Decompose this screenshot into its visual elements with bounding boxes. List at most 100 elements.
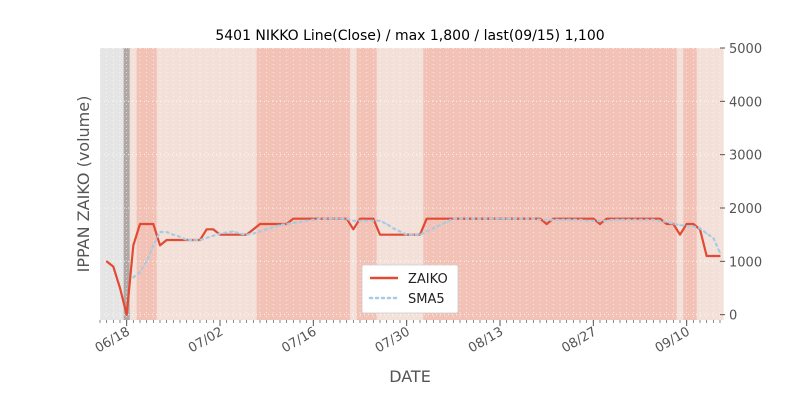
data-point-sma5 xyxy=(545,218,548,221)
data-point-sma5 xyxy=(212,234,215,237)
data-point-zaiko xyxy=(705,255,708,257)
data-point-sma5 xyxy=(145,260,148,263)
data-point-sma5 xyxy=(419,233,421,236)
data-point-sma5 xyxy=(205,237,208,239)
data-point-sma5 xyxy=(492,217,495,220)
x-axis-ticks: 06/18 07/02 07/16 07/30 08/13 08/27 09/10 xyxy=(93,320,721,356)
data-point-zaiko xyxy=(692,223,695,225)
y-tick-label: 4000 xyxy=(729,95,762,110)
data-point-zaiko xyxy=(205,228,208,231)
data-point-zaiko xyxy=(352,228,355,231)
y-tick-label: 5000 xyxy=(729,42,762,57)
data-point-zaiko xyxy=(432,217,435,220)
data-point-zaiko xyxy=(172,239,175,241)
data-point-sma5 xyxy=(225,231,228,234)
data-point-sma5 xyxy=(499,217,501,220)
y-tick-label: 0 xyxy=(729,309,737,324)
data-point-zaiko xyxy=(365,217,368,220)
x-axis-title: DATE xyxy=(389,367,431,386)
x-tick-label: 07/16 xyxy=(279,324,319,356)
data-point-sma5 xyxy=(179,236,181,238)
y-axis-title: IPPAN ZAIKO (volume) xyxy=(74,96,93,273)
data-point-sma5 xyxy=(352,220,355,222)
data-point-sma5 xyxy=(559,218,561,221)
data-point-sma5 xyxy=(252,232,255,235)
data-point-sma5 xyxy=(292,222,295,224)
data-point-sma5 xyxy=(605,220,608,222)
data-point-zaiko xyxy=(259,223,261,225)
data-point-sma5 xyxy=(465,217,468,220)
data-point-sma5 xyxy=(645,218,648,221)
data-point-sma5 xyxy=(132,276,135,279)
y-tick-label: 2000 xyxy=(729,202,762,217)
data-point-sma5 xyxy=(679,224,681,226)
data-point-sma5 xyxy=(619,218,621,221)
data-point-sma5 xyxy=(312,218,315,221)
data-point-sma5 xyxy=(219,232,221,235)
data-point-sma5 xyxy=(712,237,715,239)
data-point-sma5 xyxy=(472,217,475,220)
data-point-sma5 xyxy=(519,217,521,220)
data-point-zaiko xyxy=(132,244,135,247)
data-point-zaiko xyxy=(119,287,121,289)
data-point-zaiko xyxy=(379,233,381,236)
data-point-sma5 xyxy=(579,218,581,221)
data-point-zaiko xyxy=(359,217,361,220)
data-point-sma5 xyxy=(485,217,488,220)
data-point-sma5 xyxy=(459,217,461,220)
data-point-sma5 xyxy=(439,224,441,226)
data-point-sma5 xyxy=(479,217,481,220)
data-point-sma5 xyxy=(152,244,155,247)
data-point-sma5 xyxy=(192,239,195,241)
chart-title: 5401 NIKKO Line(Close) / max 1,800 / las… xyxy=(215,28,604,44)
data-point-sma5 xyxy=(325,217,328,220)
data-point-sma5 xyxy=(599,220,601,222)
data-point-zaiko xyxy=(305,217,308,220)
data-point-zaiko xyxy=(125,313,128,316)
data-point-sma5 xyxy=(232,230,235,233)
data-point-sma5 xyxy=(165,231,168,233)
data-point-sma5 xyxy=(665,221,668,223)
data-point-sma5 xyxy=(512,217,515,220)
y-tick-label: 1000 xyxy=(729,255,762,270)
data-point-zaiko xyxy=(685,223,688,225)
data-point-sma5 xyxy=(139,271,141,273)
data-point-sma5 xyxy=(159,231,161,233)
data-point-zaiko xyxy=(252,228,255,231)
data-point-zaiko xyxy=(112,265,115,268)
data-point-sma5 xyxy=(692,225,695,228)
data-point-sma5 xyxy=(652,218,655,221)
x-tick-label: 07/02 xyxy=(186,324,226,356)
data-point-zaiko xyxy=(152,223,155,225)
data-point-sma5 xyxy=(699,227,701,230)
data-point-zaiko xyxy=(232,233,235,236)
data-point-sma5 xyxy=(552,218,555,221)
data-point-sma5 xyxy=(685,225,688,227)
data-point-zaiko xyxy=(599,223,601,225)
data-point-sma5 xyxy=(345,217,348,220)
data-point-sma5 xyxy=(585,220,588,222)
data-point-sma5 xyxy=(705,232,708,235)
data-point-sma5 xyxy=(239,232,241,235)
series-layer xyxy=(105,217,722,316)
data-point-zaiko xyxy=(712,255,715,257)
data-point-sma5 xyxy=(392,227,395,230)
data-point-sma5 xyxy=(199,239,201,241)
y-tick-label: 3000 xyxy=(729,149,762,164)
data-point-zaiko xyxy=(592,217,595,220)
data-point-sma5 xyxy=(412,233,415,236)
data-point-sma5 xyxy=(285,223,288,225)
x-tick-label: 08/27 xyxy=(559,324,599,356)
data-point-zaiko xyxy=(605,217,608,220)
data-point-sma5 xyxy=(565,218,568,221)
data-point-sma5 xyxy=(245,233,248,236)
data-point-zaiko xyxy=(719,255,721,257)
data-point-sma5 xyxy=(185,239,188,241)
data-point-sma5 xyxy=(399,230,401,233)
data-point-sma5 xyxy=(572,218,575,221)
data-point-zaiko xyxy=(372,217,375,220)
legend: ZAIKO SMA5 xyxy=(361,264,459,314)
data-point-sma5 xyxy=(339,217,341,220)
data-point-sma5 xyxy=(525,217,528,220)
